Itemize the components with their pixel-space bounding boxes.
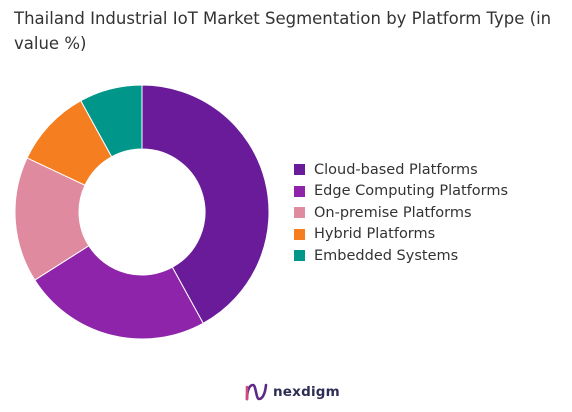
legend-swatch <box>294 228 305 240</box>
chart-legend: Cloud-based Platforms Edge Computing Pla… <box>294 159 508 267</box>
chart-title: Thailand Industrial IoT Market Segmentat… <box>14 9 552 53</box>
legend-label: Edge Computing Platforms <box>314 183 509 200</box>
legend-item-cloud-based: Cloud-based Platforms <box>294 159 508 181</box>
legend-swatch <box>294 250 305 262</box>
legend-label: On-premise Platforms <box>314 204 472 221</box>
brand-footer: nexdigm <box>244 381 340 403</box>
legend-item-embedded: Embedded Systems <box>294 245 508 267</box>
legend-label: Hybrid Platforms <box>314 226 436 243</box>
nexdigm-logo-icon <box>245 383 268 401</box>
legend-swatch <box>294 207 305 219</box>
legend-label: Embedded Systems <box>314 247 459 264</box>
donut-slice-edge-computing <box>34 245 204 340</box>
legend-swatch <box>294 185 305 197</box>
legend-item-on-premise: On-premise Platforms <box>294 202 508 224</box>
donut-slice-cloud-based <box>141 84 270 324</box>
legend-swatch <box>294 164 305 176</box>
legend-item-edge-computing: Edge Computing Platforms <box>294 181 508 203</box>
legend-item-hybrid: Hybrid Platforms <box>294 224 508 246</box>
brand-name: nexdigm <box>273 384 340 400</box>
donut-slice-embedded <box>80 84 143 158</box>
legend-label: Cloud-based Platforms <box>314 161 478 178</box>
